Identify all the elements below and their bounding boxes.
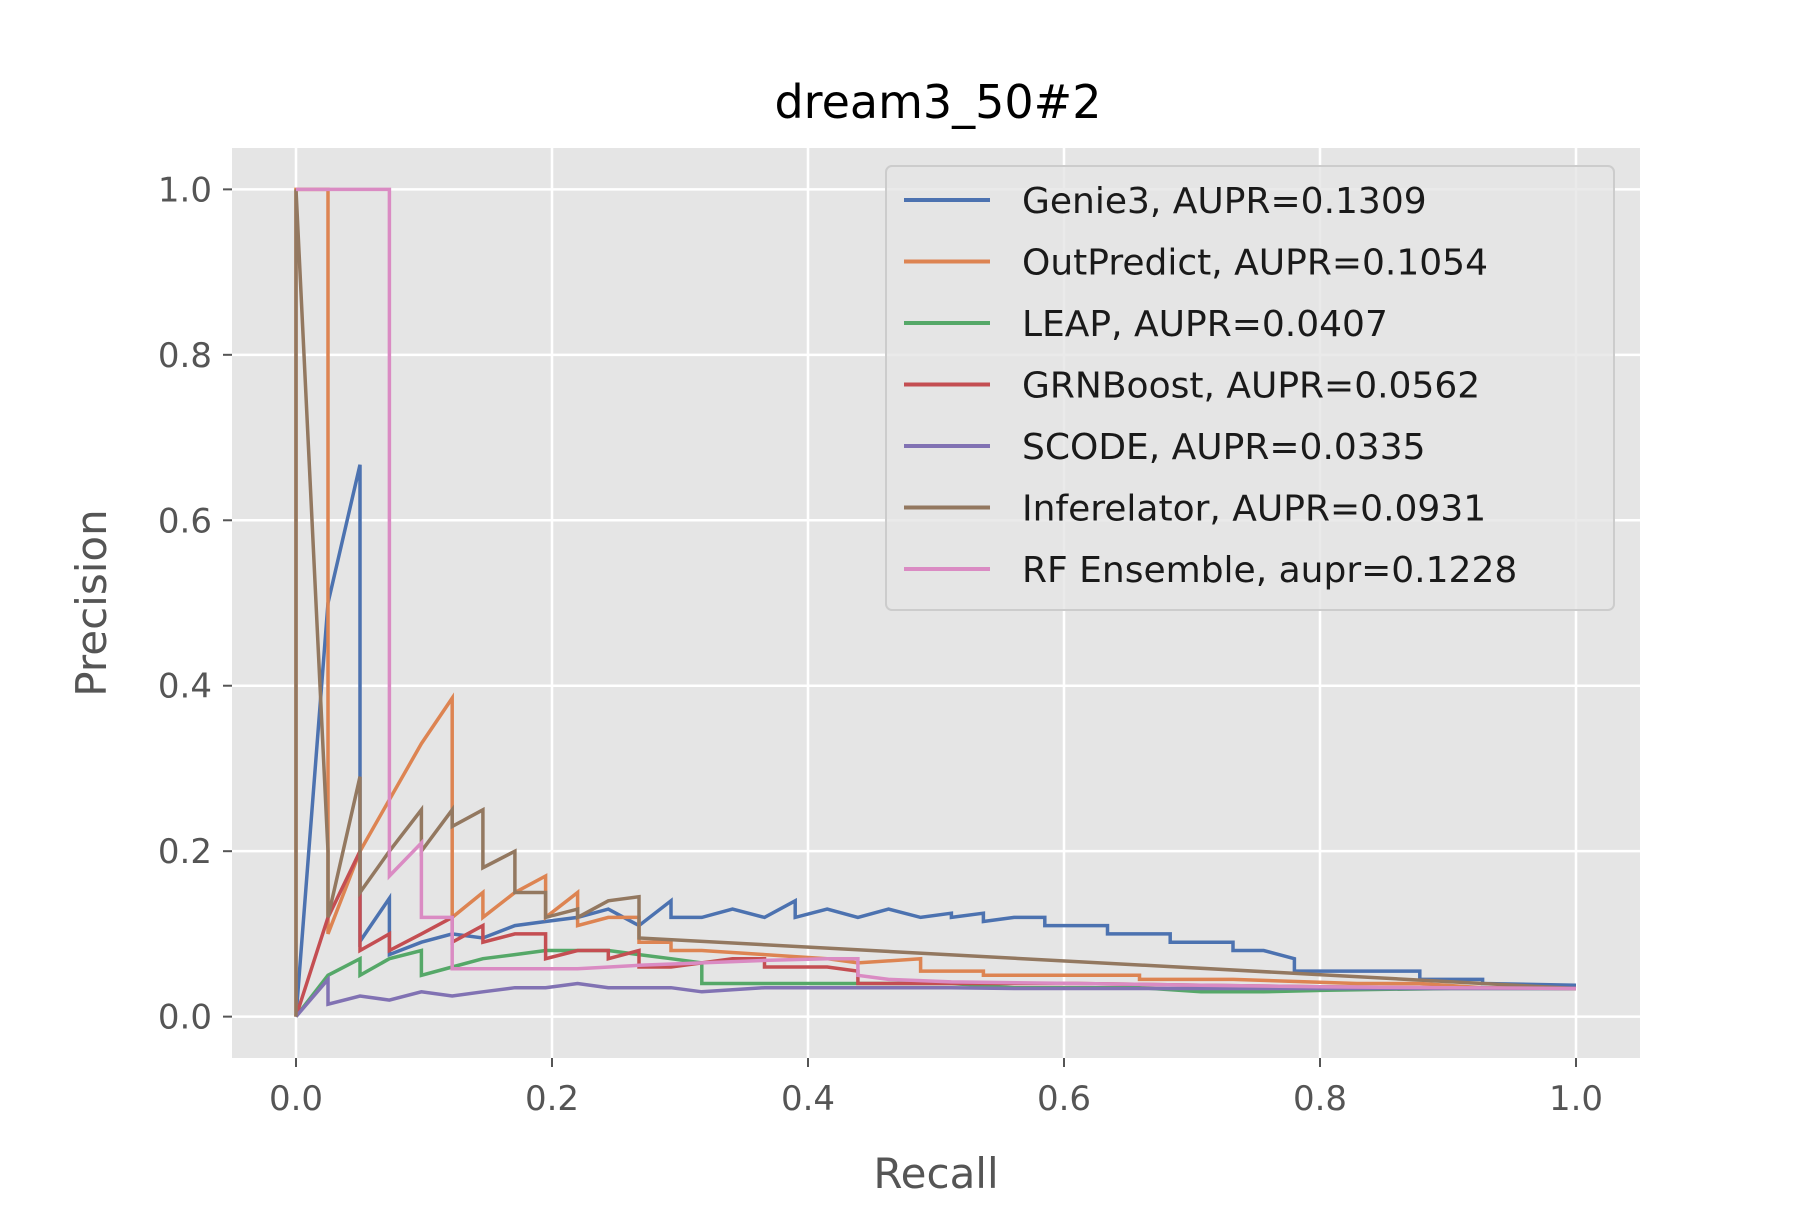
- y-axis-ticks: 0.0 0.2 0.4 0.6 0.8 1.0: [158, 170, 232, 1038]
- legend-label: Inferelator, AUPR=0.0931: [1022, 489, 1486, 530]
- x-tick-label: 0.2: [525, 1079, 579, 1119]
- legend-label: LEAP, AUPR=0.0407: [1022, 304, 1388, 345]
- legend-label: GRNBoost, AUPR=0.0562: [1022, 366, 1480, 407]
- x-tick-label: 1.0: [1549, 1079, 1603, 1119]
- series-line-1: [294, 187, 1577, 1017]
- series-line-2: [294, 948, 1576, 1018]
- legend-box: [885, 165, 1615, 611]
- legend-label: Genie3, AUPR=0.1309: [1022, 181, 1427, 222]
- x-axis-ticks: 0.0 0.2 0.4 0.6 0.8 1.0: [269, 1058, 1603, 1119]
- series-lines: [294, 187, 1577, 1018]
- x-axis-label: Recall: [873, 1149, 998, 1198]
- y-tick-label: 0.4: [158, 667, 212, 707]
- y-tick-label: 0.8: [158, 336, 212, 376]
- chart-title: dream3_50#2: [774, 75, 1101, 129]
- y-axis-label: Precision: [67, 509, 116, 696]
- legend-label: RF Ensemble, aupr=0.1228: [1022, 550, 1517, 591]
- y-tick-label: 0.0: [158, 998, 212, 1038]
- x-tick-label: 0.8: [1293, 1079, 1347, 1119]
- x-tick-label: 0.6: [1037, 1079, 1091, 1119]
- y-tick-label: 0.6: [158, 501, 212, 541]
- legend: Genie3, AUPR=0.1309 OutPredict, AUPR=0.10…: [885, 165, 1615, 611]
- series-line-6: [296, 187, 1577, 991]
- legend-label: SCODE, AUPR=0.0335: [1022, 427, 1426, 468]
- x-tick-label: 0.0: [269, 1079, 323, 1119]
- legend-label: OutPredict, AUPR=0.1054: [1022, 243, 1488, 284]
- y-tick-label: 0.2: [158, 832, 212, 872]
- series-line-0: [294, 464, 1577, 1017]
- y-tick-label: 1.0: [158, 170, 212, 210]
- series-line-5: [294, 189, 1577, 1017]
- x-tick-label: 0.4: [781, 1079, 835, 1119]
- series-line-3: [294, 850, 1577, 1018]
- series-line-4: [294, 974, 1576, 1018]
